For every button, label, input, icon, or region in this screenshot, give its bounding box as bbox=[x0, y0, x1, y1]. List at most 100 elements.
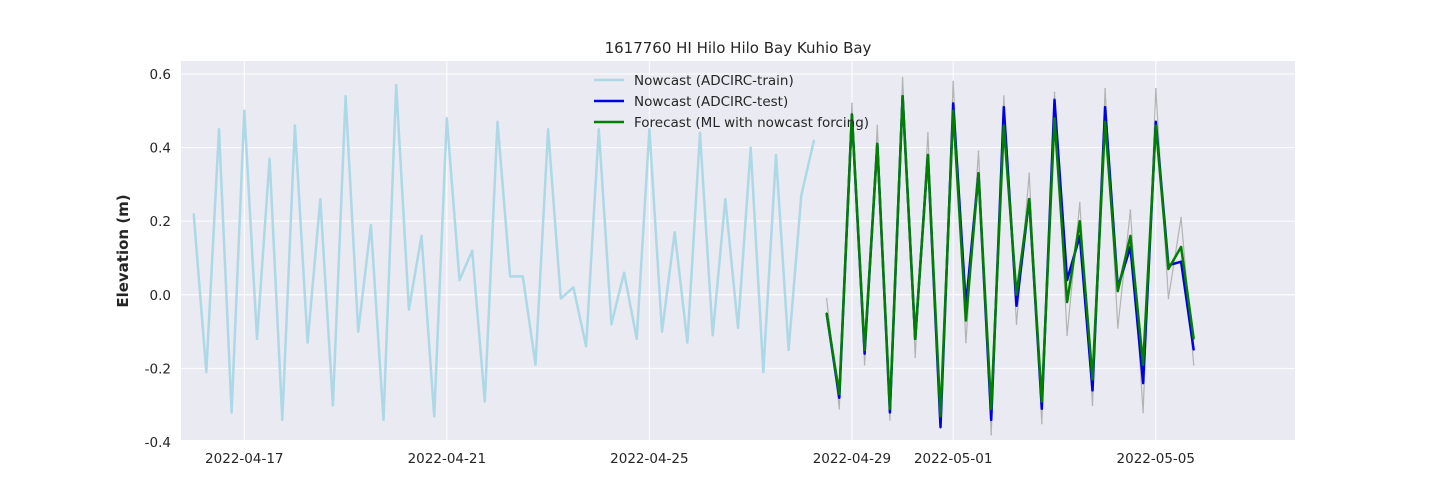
data-point bbox=[686, 341, 689, 344]
data-point bbox=[294, 124, 296, 127]
data-point bbox=[813, 139, 815, 141]
data-point bbox=[749, 146, 752, 149]
legend: Nowcast (ADCIRC-train) Nowcast (ADCIRC-te… bbox=[594, 73, 869, 131]
grid bbox=[181, 61, 1295, 443]
data-point bbox=[1015, 294, 1018, 296]
data-point bbox=[534, 363, 537, 366]
data-point bbox=[1091, 378, 1094, 381]
data-point bbox=[1117, 327, 1119, 329]
data-point bbox=[1155, 121, 1157, 123]
data-point bbox=[1192, 338, 1195, 340]
data-point bbox=[1180, 216, 1182, 219]
data-point bbox=[711, 334, 714, 337]
data-point bbox=[1117, 290, 1119, 292]
data-point bbox=[965, 341, 967, 344]
data-point bbox=[1028, 172, 1030, 175]
data-point bbox=[901, 76, 904, 79]
data-point bbox=[268, 157, 271, 160]
data-point bbox=[420, 235, 423, 237]
data-point bbox=[1015, 305, 1018, 307]
data-point bbox=[863, 363, 866, 366]
data-point bbox=[1142, 411, 1144, 414]
data-point bbox=[395, 84, 398, 86]
data-point bbox=[838, 393, 841, 395]
data-point bbox=[876, 124, 879, 127]
data-point bbox=[889, 411, 891, 414]
data-point bbox=[1155, 124, 1157, 127]
series-3 bbox=[825, 94, 1195, 418]
data-point bbox=[408, 308, 410, 311]
data-point bbox=[965, 319, 967, 322]
data-point bbox=[509, 275, 511, 278]
y-tick-label: 0.0 bbox=[150, 288, 171, 304]
y-tick-label: 0.4 bbox=[150, 141, 171, 157]
data-point bbox=[863, 352, 866, 355]
data-point bbox=[560, 297, 562, 300]
data-point bbox=[243, 110, 246, 112]
legend-item: Forecast (ML with nowcast forcing) bbox=[594, 115, 869, 131]
data-point bbox=[661, 330, 663, 333]
data-point bbox=[990, 419, 992, 421]
series-layer bbox=[192, 76, 1195, 436]
data-point bbox=[1079, 202, 1081, 204]
data-point bbox=[1180, 260, 1182, 263]
data-point bbox=[889, 408, 891, 410]
data-point bbox=[623, 271, 625, 274]
data-point bbox=[433, 415, 436, 418]
data-point bbox=[281, 419, 284, 421]
data-point bbox=[927, 154, 929, 156]
data-point bbox=[1167, 297, 1170, 300]
data-point bbox=[914, 338, 916, 340]
data-point bbox=[1003, 124, 1005, 127]
data-point bbox=[1041, 400, 1043, 403]
data-point bbox=[977, 150, 980, 153]
data-point bbox=[876, 143, 879, 145]
data-point bbox=[1192, 363, 1195, 366]
data-point bbox=[585, 345, 587, 348]
y-tick-label: -0.2 bbox=[145, 361, 171, 377]
y-tick-label: -0.4 bbox=[145, 435, 171, 451]
data-point bbox=[787, 349, 790, 351]
tick-layer: 2022-04-17 2022-04-21 2022-04-25 2022-04-29… bbox=[145, 67, 1195, 467]
data-point bbox=[851, 113, 853, 116]
data-point bbox=[762, 371, 765, 373]
data-point bbox=[1028, 198, 1030, 200]
data-point bbox=[977, 172, 980, 175]
data-point bbox=[863, 349, 866, 351]
data-point bbox=[699, 132, 701, 134]
y-tick-label: 0.6 bbox=[150, 67, 171, 83]
data-point bbox=[952, 102, 954, 105]
data-point bbox=[319, 198, 322, 200]
x-tick-label: 2022-04-25 bbox=[610, 451, 688, 467]
data-point bbox=[1015, 323, 1018, 326]
data-point bbox=[230, 411, 233, 414]
data-point bbox=[927, 132, 929, 134]
data-point bbox=[737, 327, 739, 329]
data-point bbox=[1053, 91, 1056, 94]
data-point bbox=[838, 397, 841, 399]
data-point bbox=[547, 128, 549, 130]
data-point bbox=[851, 102, 853, 105]
data-point bbox=[724, 198, 727, 200]
data-point bbox=[522, 275, 524, 278]
data-point bbox=[1104, 87, 1106, 90]
data-point bbox=[1142, 363, 1144, 366]
data-point bbox=[382, 419, 385, 421]
data-point bbox=[635, 338, 638, 340]
data-point bbox=[648, 128, 651, 130]
data-point bbox=[990, 433, 992, 436]
data-point bbox=[1104, 121, 1106, 123]
data-point bbox=[952, 80, 954, 83]
data-point bbox=[218, 128, 220, 130]
x-tick-label: 2022-04-17 bbox=[205, 451, 283, 467]
data-point bbox=[952, 110, 954, 112]
data-point bbox=[598, 128, 600, 130]
legend-item: Nowcast (ADCIRC-train) bbox=[594, 73, 794, 89]
data-point bbox=[1155, 87, 1157, 90]
data-point bbox=[332, 404, 334, 407]
data-point bbox=[1192, 349, 1195, 351]
y-axis-label: Elevation (m) bbox=[114, 194, 132, 307]
data-point bbox=[825, 312, 828, 315]
series-line bbox=[825, 94, 1195, 418]
